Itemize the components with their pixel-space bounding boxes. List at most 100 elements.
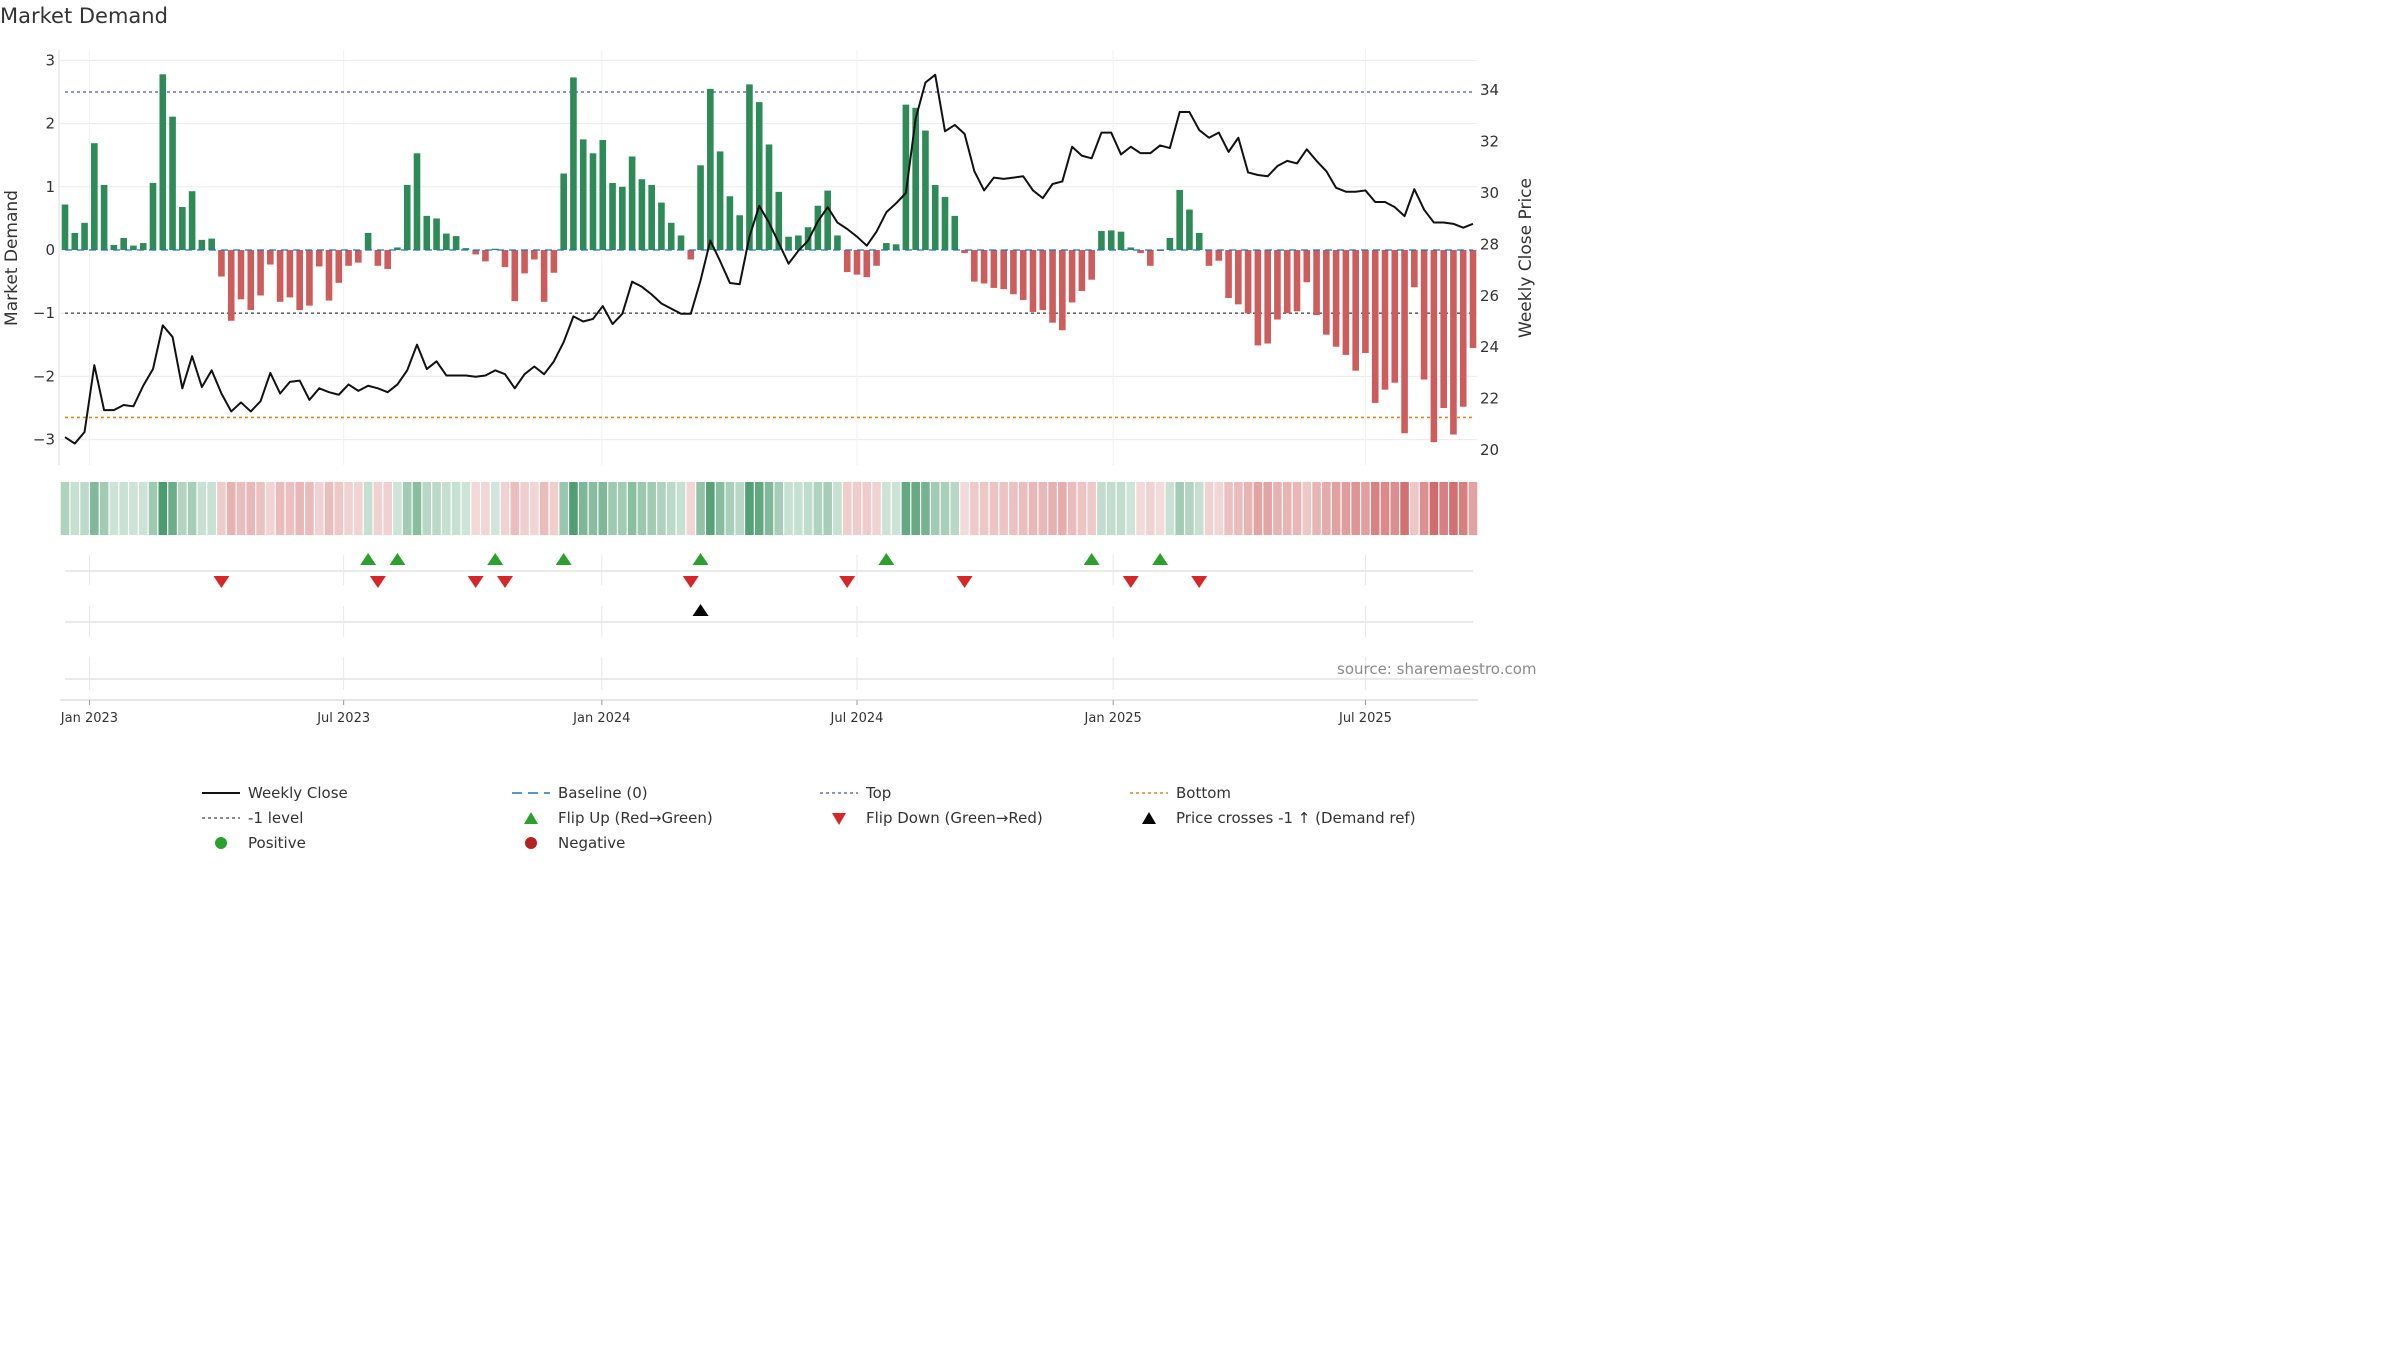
demand-bar: [1127, 247, 1135, 250]
y-tick-label: 2: [45, 115, 55, 133]
legend-item: -1 level: [200, 809, 303, 827]
demand-bar: [1068, 250, 1076, 303]
demand-bar: [873, 250, 880, 266]
heat-cell: [1028, 482, 1038, 535]
demand-bar: [707, 88, 714, 250]
legend-item: Top: [818, 784, 891, 802]
flip-up-marker: [878, 553, 895, 565]
legend-item: Price crosses -1 ↑ (Demand ref): [1128, 809, 1416, 827]
y2-tick-label: 26: [1480, 287, 1499, 305]
heat-cell: [823, 482, 832, 535]
demand-bar: [785, 236, 792, 250]
heat-cell: [1058, 482, 1067, 535]
demand-bar: [1459, 250, 1467, 407]
demand-bar: [1010, 250, 1017, 295]
heat-cell: [979, 482, 989, 535]
flip-down-marker: [839, 576, 856, 588]
demand-bar: [834, 235, 841, 250]
legend-item: Baseline (0): [510, 784, 648, 802]
heat-cell: [481, 482, 490, 535]
legend-item: Flip Down (Green→Red): [818, 809, 1043, 827]
heat-cell: [314, 482, 324, 535]
heat-cell: [402, 482, 412, 535]
heat-cell: [618, 482, 627, 535]
demand-bar: [208, 238, 215, 250]
demand-bar: [1000, 250, 1007, 290]
demand-bar: [1440, 250, 1447, 408]
heat-cell: [1165, 482, 1175, 535]
heat-cell: [1224, 482, 1233, 535]
demand-bar: [922, 130, 929, 250]
demand-bar: [355, 250, 362, 263]
demand-bar: [521, 250, 528, 274]
x-tick-label: Jul 2024: [830, 711, 884, 726]
heat-cell: [109, 482, 119, 535]
demand-bar: [1264, 250, 1271, 344]
heat-cell: [129, 482, 138, 535]
demand-bar: [1059, 250, 1066, 331]
demand-bar: [912, 107, 919, 250]
demand-bar: [599, 140, 607, 250]
legend-label: Bottom: [1176, 784, 1232, 802]
heat-cell: [490, 482, 500, 535]
heat-cell: [627, 482, 637, 535]
heat-cell: [901, 482, 911, 535]
heat-cell: [99, 482, 109, 535]
demand-bar: [110, 244, 118, 250]
heat-cell: [1410, 482, 1419, 535]
heat-cell: [383, 482, 392, 535]
demand-bar: [384, 250, 391, 269]
x-tick-label: Jan 2025: [1084, 711, 1142, 726]
heat-cell: [393, 482, 402, 535]
demand-bar: [237, 250, 245, 300]
heat-cell: [559, 482, 568, 535]
heat-cell: [637, 482, 647, 535]
demand-bar: [81, 222, 88, 250]
heat-cell: [1087, 482, 1096, 535]
demand-bar: [1166, 237, 1174, 250]
price-cross-marker: [692, 604, 709, 616]
heat-cell: [735, 482, 744, 535]
circle-icon: [215, 837, 227, 849]
demand-bar: [276, 250, 284, 302]
heat-cell: [187, 482, 197, 535]
demand-bar: [716, 151, 724, 250]
demand-bar: [931, 184, 939, 250]
y-tick-label: 3: [45, 51, 55, 69]
demand-bar: [746, 84, 753, 250]
heat-cell: [706, 482, 715, 535]
demand-bar: [482, 250, 489, 262]
legend-label: Negative: [558, 834, 626, 852]
demand-bar: [892, 244, 900, 250]
price-line-layer: [64, 73, 1474, 445]
heat-cell: [226, 482, 236, 535]
demand-bar: [1313, 250, 1320, 316]
demand-bar: [609, 183, 616, 250]
heat-cell: [520, 482, 529, 535]
circle-icon: [525, 837, 537, 849]
heat-cell: [461, 482, 471, 535]
heat-cell: [90, 482, 99, 535]
demand-bar: [139, 243, 147, 250]
demand-bar: [1274, 250, 1281, 320]
demand-bar: [198, 239, 206, 250]
demand-bar: [462, 248, 470, 250]
legend-item: Flip Up (Red→Green): [510, 809, 713, 827]
flip-up-marker: [555, 553, 572, 565]
heat-cell: [148, 482, 158, 535]
demand-bar: [1215, 250, 1223, 261]
heat-cell: [207, 482, 216, 535]
heat-cell: [657, 482, 666, 535]
flip-down-marker: [467, 576, 484, 588]
heat-cell: [1204, 482, 1214, 535]
heat-cell: [862, 482, 872, 535]
demand-bar: [472, 250, 479, 255]
heat-cell: [930, 482, 940, 535]
heat-cell: [1106, 482, 1116, 535]
demand-bar: [267, 250, 274, 265]
dashed-line-icon: [512, 792, 550, 794]
demand-bar: [257, 250, 264, 296]
heat-cell: [1126, 482, 1136, 535]
y2-tick-label: 20: [1480, 441, 1499, 459]
